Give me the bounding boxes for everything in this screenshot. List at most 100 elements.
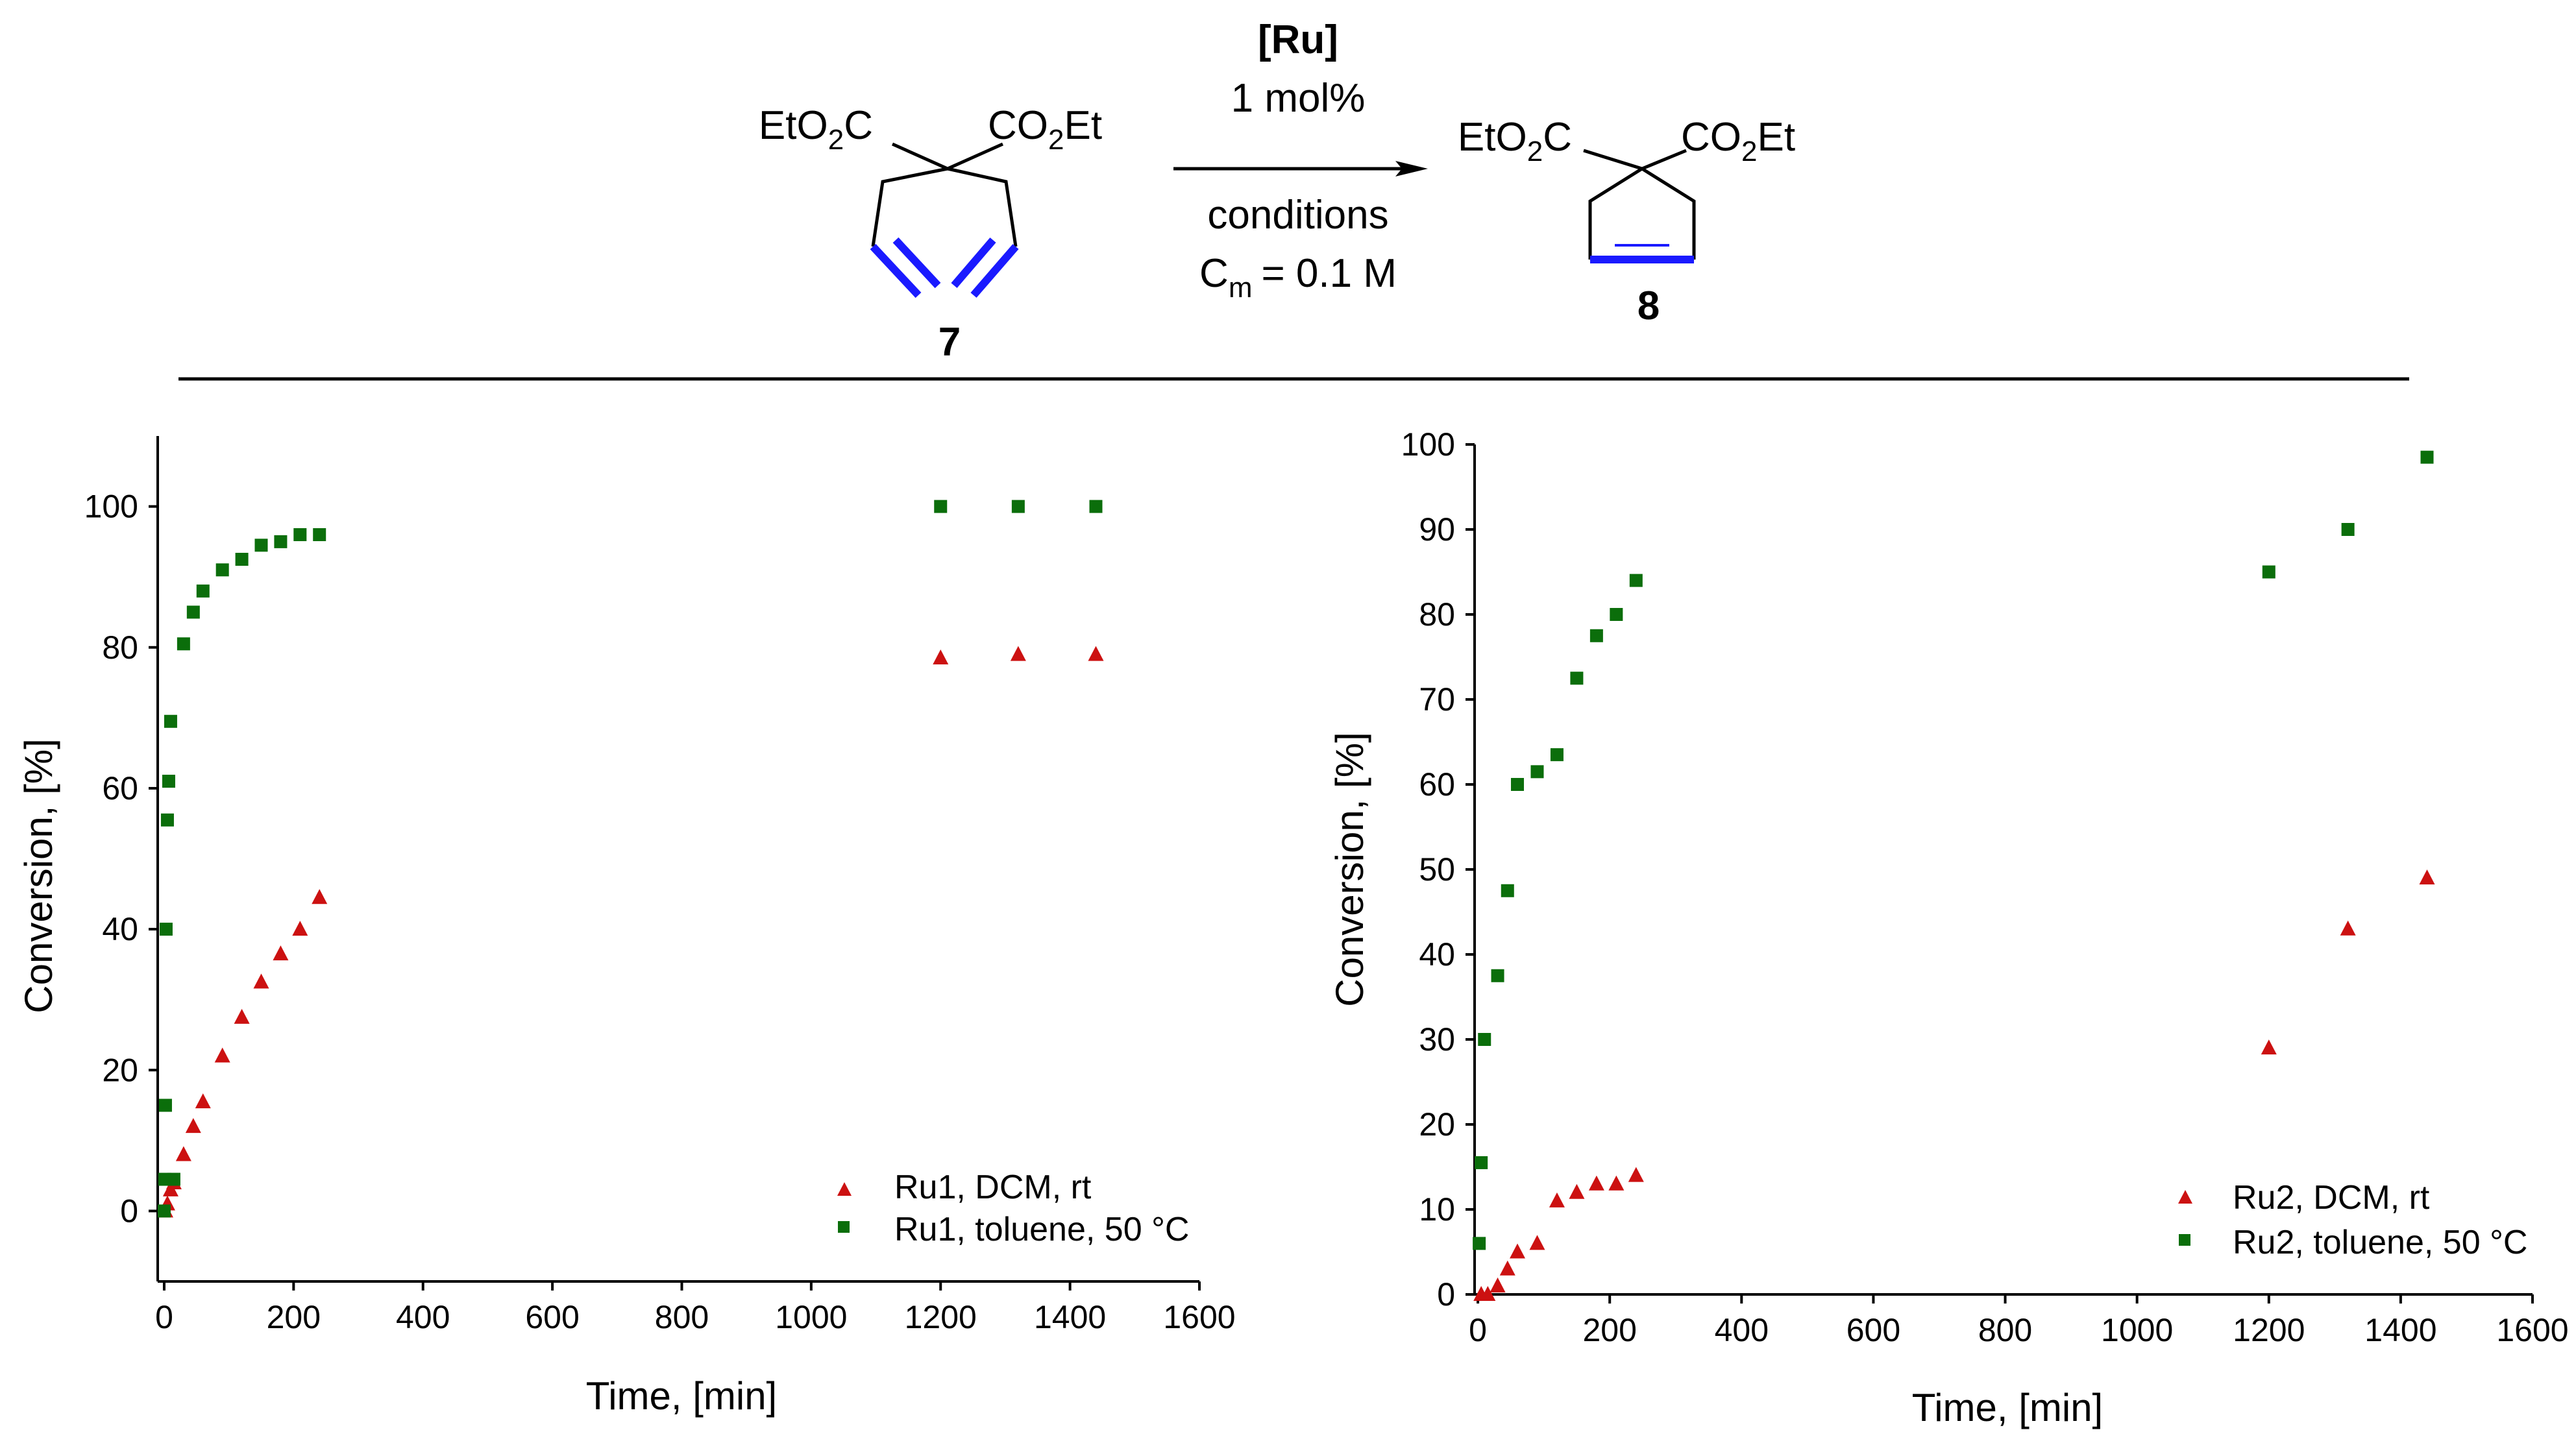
chart2-x-ticks: 0 200 400 600 800 1000 1200 1400 1600 xyxy=(1469,1294,2569,1348)
sm-alkene-left xyxy=(870,237,941,298)
sm-chain-bonds xyxy=(871,167,1018,247)
chart2-series1-point xyxy=(1480,1286,1496,1301)
product-8: EtO2C CO2Et 8 xyxy=(1458,115,1795,328)
sm-ester-bonds xyxy=(891,142,1004,171)
chart1-x-ticks: 0 200 400 600 800 1000 1200 1400 1600 xyxy=(155,1281,1236,1335)
chart2-series2-point xyxy=(1570,672,1584,685)
chart1-series1-point xyxy=(175,1146,191,1161)
chart2-series1-point xyxy=(1569,1183,1585,1199)
chart2-series1-point xyxy=(1549,1192,1565,1207)
chart2-series2-point xyxy=(2420,450,2434,464)
chart2-series2-point xyxy=(1473,1237,1486,1250)
chart2-series1-point xyxy=(2340,920,2356,936)
chart2-x-tick-label: 600 xyxy=(1846,1312,1900,1348)
chart1-series1-point xyxy=(234,1008,250,1024)
chart1-series2-point xyxy=(164,714,177,728)
prod-ester-right: CO2Et xyxy=(1681,115,1795,167)
chart1-y-ticks: 0 20 40 60 80 100 xyxy=(84,489,158,1229)
chart2-y-tick-label: 20 xyxy=(1419,1106,1455,1143)
chart1-series2-point xyxy=(1011,500,1025,513)
chart2-y-tick-label: 80 xyxy=(1419,596,1455,633)
chart1-series2-point xyxy=(196,584,210,598)
chart2-legend-square-marker xyxy=(2179,1234,2190,1246)
chart-ru1: Conversion, [%] Time, [min] 0 200 400 600 80… xyxy=(17,436,1236,1418)
chart2-x-tick-label: 400 xyxy=(1715,1312,1769,1348)
chart2-y-tick-label: 30 xyxy=(1419,1021,1455,1058)
chart1-series1-point xyxy=(214,1047,230,1063)
prod-ester-bonds xyxy=(1583,149,1687,171)
chart2-legend-triangle-marker xyxy=(2178,1190,2192,1204)
chart1-x-tick-label: 1600 xyxy=(1163,1299,1235,1335)
chart2-x-tick-label: 1200 xyxy=(2233,1312,2305,1348)
chart2-y-tick-label: 100 xyxy=(1401,426,1455,463)
sm-alkene-right xyxy=(951,237,1019,298)
chart1-series2-point xyxy=(186,605,200,619)
chart1-series2-point xyxy=(235,553,249,566)
chart2-series2-point xyxy=(2262,565,2275,579)
chart1-series2-point xyxy=(274,535,288,548)
loading-label: 1 mol% xyxy=(1231,76,1366,121)
chart1-y-tick-label: 0 xyxy=(120,1193,138,1229)
conditions-label: conditions xyxy=(1207,193,1388,237)
chart2-series2-point xyxy=(1530,765,1544,779)
sm-ester-left: EtO2C xyxy=(759,103,873,156)
chart1-series2-point xyxy=(215,563,229,577)
chart2-x-tick-label: 200 xyxy=(1582,1312,1636,1348)
chart1-y-axis-label: Conversion, [%] xyxy=(17,738,60,1013)
reaction-scheme: EtO2C CO2Et 7 [Ru] 1 mol% conditions Cm =… xyxy=(178,18,2409,381)
chart1-x-axis-label: Time, [min] xyxy=(586,1374,777,1418)
chart1-series2-point xyxy=(162,775,175,788)
prod-ring-bonds xyxy=(1588,167,1696,260)
chart1-legend-series-2: Ru1, toluene, 50 °C xyxy=(894,1211,1189,1248)
chart1-x-tick-label: 1000 xyxy=(775,1299,847,1335)
chart2-series1-point xyxy=(1608,1175,1625,1191)
catalyst-label: [Ru] xyxy=(1258,18,1338,62)
chart2-series2-point xyxy=(1511,778,1525,791)
concentration-label: Cm = 0.1 M xyxy=(1199,251,1397,304)
chart1-series2-point xyxy=(158,1098,172,1112)
chart2-series1-point xyxy=(1628,1167,1644,1182)
chart2-series1-point xyxy=(1529,1235,1545,1250)
chart2-series2-point xyxy=(2341,523,2355,536)
chart1-x-tick-label: 1200 xyxy=(905,1299,977,1335)
chart2-series2-point xyxy=(1610,608,1623,621)
chart2-x-tick-label: 800 xyxy=(1978,1312,2032,1348)
chart2-series1-point xyxy=(2419,869,2435,885)
chart1-series1-point xyxy=(195,1093,211,1109)
chart1-series1-point xyxy=(933,649,949,665)
chart1-x-tick-label: 800 xyxy=(655,1299,709,1335)
chart2-series2-point xyxy=(1478,1033,1491,1046)
chart1-x-tick-label: 1400 xyxy=(1034,1299,1106,1335)
sm-ester-right: CO2Et xyxy=(988,103,1102,156)
chart2-y-tick-label: 60 xyxy=(1419,766,1455,803)
chart1-series1-point xyxy=(292,921,308,936)
chart2-legend-series-2: Ru2, toluene, 50 °C xyxy=(2233,1224,2527,1261)
chart1-legend-triangle-marker xyxy=(837,1182,852,1196)
chart2-series2-point xyxy=(1589,629,1603,642)
chart1-series2-point xyxy=(934,500,948,513)
chart2-series2-point xyxy=(1550,748,1564,762)
arrow-head xyxy=(1395,161,1428,176)
chart1-x-tick-label: 200 xyxy=(267,1299,321,1335)
chart2-y-tick-label: 90 xyxy=(1419,511,1455,548)
chart1-points xyxy=(157,500,1104,1218)
chart2-x-tick-label: 1400 xyxy=(2364,1312,2436,1348)
chart1-x-tick-label: 400 xyxy=(396,1299,450,1335)
chart2-y-tick-label: 70 xyxy=(1419,681,1455,718)
chart2-points xyxy=(1473,450,2435,1301)
chart2-series1-point xyxy=(2261,1039,2277,1055)
chart1-series2-point xyxy=(159,923,173,936)
chart2-y-tick-label: 40 xyxy=(1419,936,1455,973)
prod-label: 8 xyxy=(1638,284,1660,328)
chart2-series2-point xyxy=(1475,1156,1488,1169)
chart1-y-tick-label: 20 xyxy=(102,1052,138,1088)
reaction-arrow: [Ru] 1 mol% conditions Cm = 0.1 M xyxy=(1173,18,1428,304)
chart2-x-tick-label: 1600 xyxy=(2496,1312,2568,1348)
chart2-series1-point xyxy=(1490,1277,1506,1292)
chart2-legend-series-1: Ru2, DCM, rt xyxy=(2233,1179,2430,1217)
chart1-series1-point xyxy=(1088,646,1104,661)
chart1-series1-point xyxy=(312,889,328,904)
chart2-series2-point xyxy=(1501,884,1514,897)
chart1-y-tick-label: 80 xyxy=(102,629,138,666)
chart1-series2-point xyxy=(313,528,326,542)
